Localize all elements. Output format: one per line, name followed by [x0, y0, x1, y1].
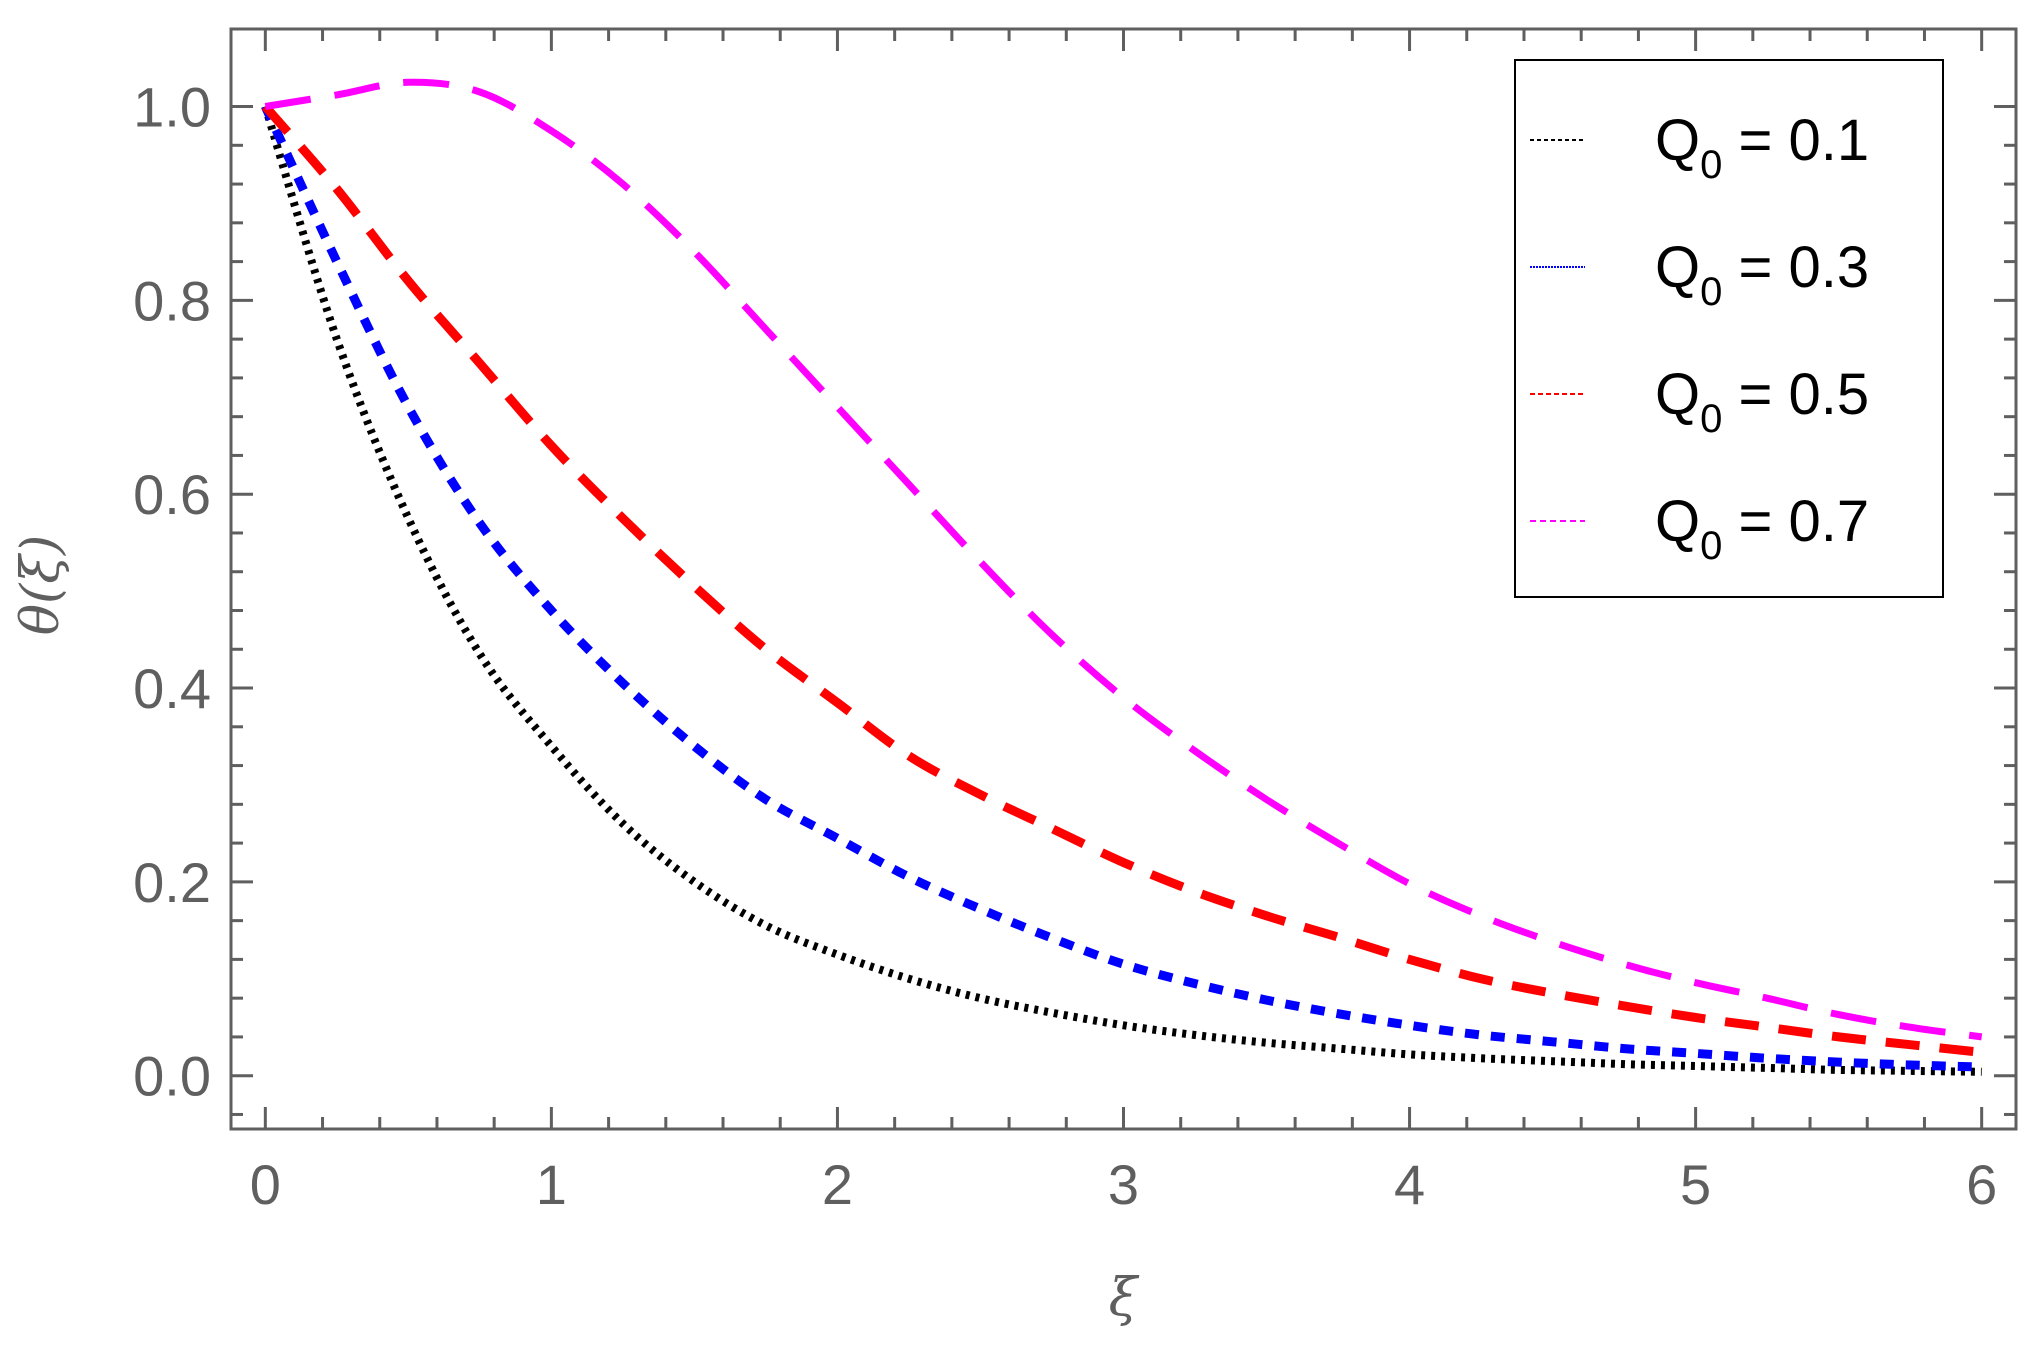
- x-tick-labels: 0 1 2 3 4 5 6: [250, 1153, 1998, 1216]
- y-tick-label: 0.2: [133, 851, 211, 914]
- legend-label-3: Q0 = 0.5: [1655, 362, 1869, 441]
- x-tick-label: 5: [1680, 1153, 1711, 1216]
- y-tick-label: 1.0: [133, 76, 211, 139]
- series-line-3: [261, 103, 1983, 1057]
- y-tick-labels: 0.0 0.2 0.4 0.6 0.8 1.0: [133, 76, 211, 1108]
- x-tick-label: 6: [1966, 1153, 1997, 1216]
- series-layer: [261, 78, 1983, 1076]
- y-tick-label: 0.6: [133, 463, 211, 526]
- x-tick-label: 4: [1394, 1153, 1425, 1216]
- legend: Q0 = 0.1 Q0 = 0.3 Q0 = 0.5 Q0 = 0.7: [1514, 59, 1944, 598]
- y-tick-label: 0.4: [133, 657, 211, 720]
- series-line-4: [264, 78, 1983, 1041]
- legend-label-4: Q0 = 0.7: [1655, 489, 1869, 568]
- y-tick-label: 0.8: [133, 269, 211, 332]
- x-tick-label: 2: [822, 1153, 853, 1216]
- x-tick-label: 3: [1108, 1153, 1139, 1216]
- y-axis-label: θ(ξ): [11, 535, 71, 636]
- legend-box: [1514, 59, 1944, 598]
- series-line-1: [261, 105, 1982, 1076]
- legend-label-1: Q0 = 0.1: [1655, 108, 1869, 187]
- axis-ticks: [231, 29, 2016, 1129]
- legend-label-2: Q0 = 0.3: [1655, 235, 1869, 314]
- series-line-2: [261, 104, 1982, 1072]
- x-tick-label: 0: [250, 1153, 281, 1216]
- x-tick-label: 1: [536, 1153, 567, 1216]
- y-tick-label: 0.0: [133, 1045, 211, 1108]
- x-axis-label: ξ: [1109, 1268, 1140, 1328]
